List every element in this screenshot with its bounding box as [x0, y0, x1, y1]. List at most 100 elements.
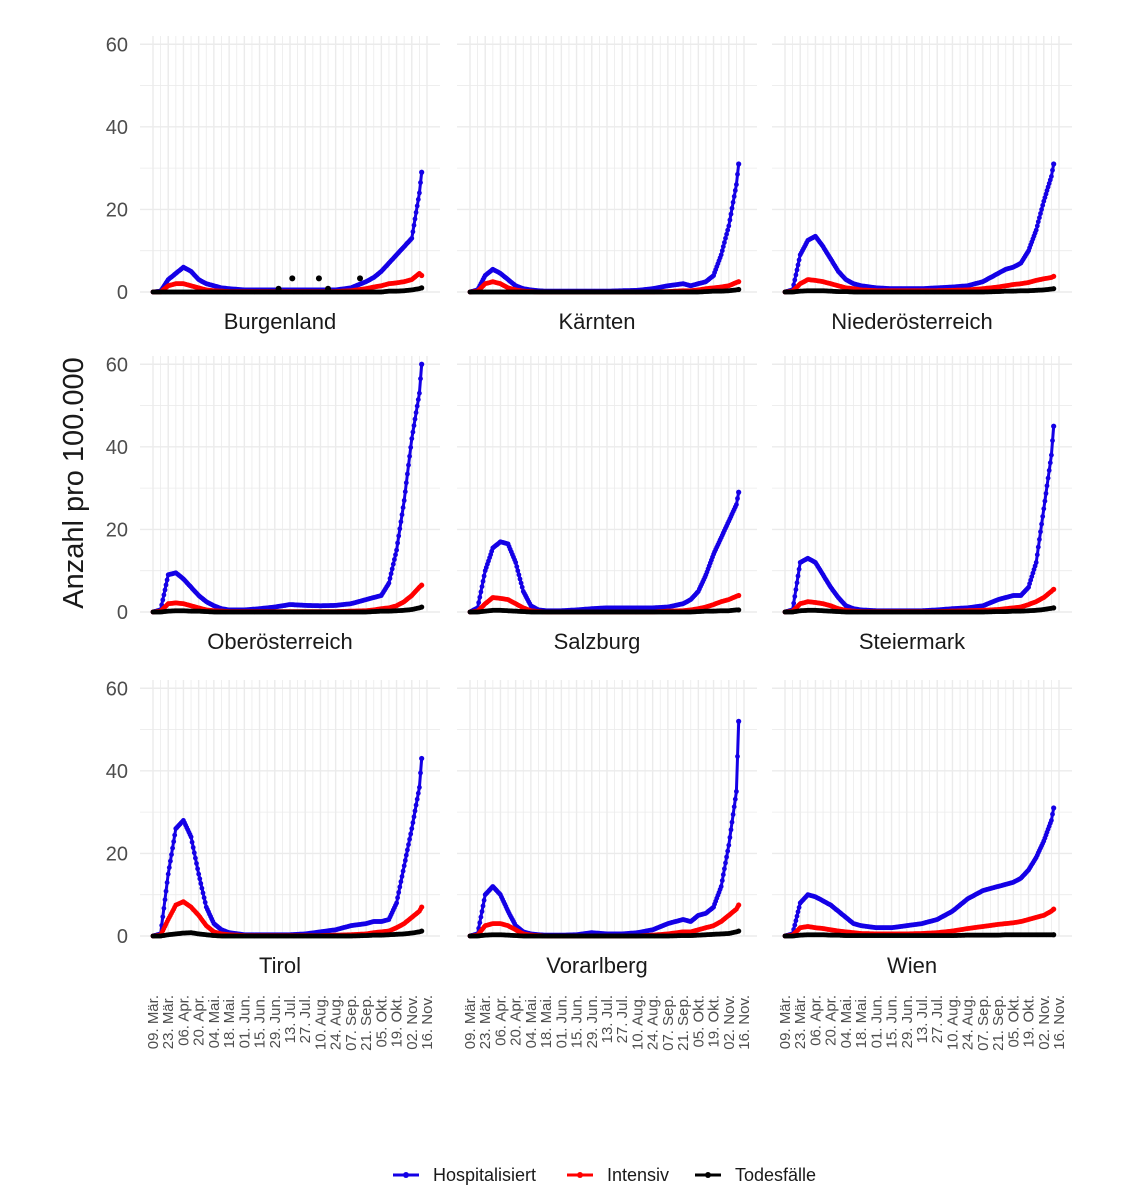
series-hospitalisiert: [467, 161, 742, 295]
y-tick-label: 40: [106, 437, 128, 459]
data-point: [195, 866, 201, 872]
data-point: [1037, 215, 1042, 221]
series-hospitalisiert: [782, 423, 1057, 615]
data-point: [1041, 506, 1047, 512]
data-point: [401, 498, 407, 503]
data-point: [1038, 529, 1043, 535]
data-point: [162, 897, 168, 903]
data-point: [791, 600, 797, 606]
data-point: [419, 604, 425, 610]
data-point: [1050, 438, 1055, 443]
data-point-extra: [275, 285, 282, 292]
data-point: [161, 592, 167, 598]
data-point: [160, 597, 166, 603]
data-point: [794, 580, 800, 586]
data-point: [419, 272, 425, 279]
data-point: [1049, 174, 1054, 179]
data-point: [515, 568, 521, 574]
data-point: [406, 462, 411, 468]
data-point: [1046, 468, 1052, 473]
data-point: [411, 423, 417, 428]
data-point: [736, 161, 742, 167]
data-point: [393, 552, 398, 558]
data-point: [732, 188, 738, 193]
data-point: [796, 257, 802, 263]
data-point: [518, 580, 524, 586]
y-tick-label: 20: [106, 199, 128, 221]
y-tick-label: 20: [106, 843, 128, 865]
data-point: [199, 885, 205, 891]
data-point: [794, 267, 800, 273]
data-point: [734, 182, 739, 188]
data-point: [730, 199, 736, 205]
data-point: [419, 285, 425, 291]
data-point: [390, 561, 396, 567]
data-point: [163, 582, 169, 588]
data-point: [169, 852, 174, 857]
data-point: [162, 587, 168, 593]
data-point: [476, 600, 482, 605]
data-point: [397, 526, 403, 532]
data-point: [792, 277, 798, 283]
data-point: [392, 557, 397, 562]
data-point: [419, 582, 425, 588]
panel-kaernten: Kärnten: [457, 36, 757, 334]
data-point: [735, 496, 740, 501]
data-point: [723, 235, 728, 241]
data-point: [1035, 544, 1041, 550]
data-point: [419, 169, 425, 175]
data-point: [1033, 560, 1039, 565]
data-point: [417, 190, 422, 196]
data-point: [400, 505, 406, 510]
y-tick-label: 0: [117, 602, 128, 624]
data-point: [519, 584, 525, 590]
data-point: [736, 592, 742, 599]
data-point: [477, 594, 483, 600]
data-point: [193, 855, 198, 861]
data-point: [722, 240, 727, 245]
data-point: [795, 573, 801, 579]
data-point: [727, 217, 733, 223]
data-point: [399, 512, 405, 518]
data-point: [166, 865, 172, 870]
data-point: [171, 839, 177, 844]
data-point: [719, 248, 725, 254]
data-point: [725, 227, 731, 233]
data-point: [1034, 552, 1040, 558]
data-point-extra: [289, 275, 296, 282]
data-point: [403, 480, 409, 486]
data-point: [1043, 491, 1049, 496]
data-point: [517, 576, 523, 582]
data-point: [1038, 211, 1043, 216]
data-point: [412, 216, 418, 222]
data-point: [793, 587, 799, 592]
data-point: [163, 888, 169, 894]
data-point-extra: [315, 275, 322, 282]
data-point: [736, 286, 742, 293]
data-point: [1039, 521, 1044, 527]
data-point: [168, 858, 173, 864]
y-tick-label: 20: [106, 519, 128, 541]
data-point: [413, 410, 419, 415]
data-point: [1039, 207, 1044, 212]
data-point: [731, 194, 737, 199]
data-point: [1051, 286, 1057, 292]
data-point: [389, 566, 395, 572]
y-tick-label: 0: [117, 926, 128, 948]
facet-label-kaernten: Kärnten: [558, 309, 635, 334]
data-point: [198, 881, 204, 886]
data-point: [1047, 460, 1053, 466]
data-point: [190, 845, 196, 850]
data-point: [1049, 452, 1054, 458]
data-point: [1033, 227, 1039, 233]
data-point: [410, 429, 416, 435]
y-tick-label: 60: [106, 678, 128, 700]
data-point: [729, 205, 735, 211]
data-point: [1035, 219, 1041, 225]
data-point: [724, 231, 729, 237]
panel-salzburg: Salzburg: [457, 356, 757, 654]
data-point: [736, 607, 742, 613]
data-point: [516, 572, 522, 578]
